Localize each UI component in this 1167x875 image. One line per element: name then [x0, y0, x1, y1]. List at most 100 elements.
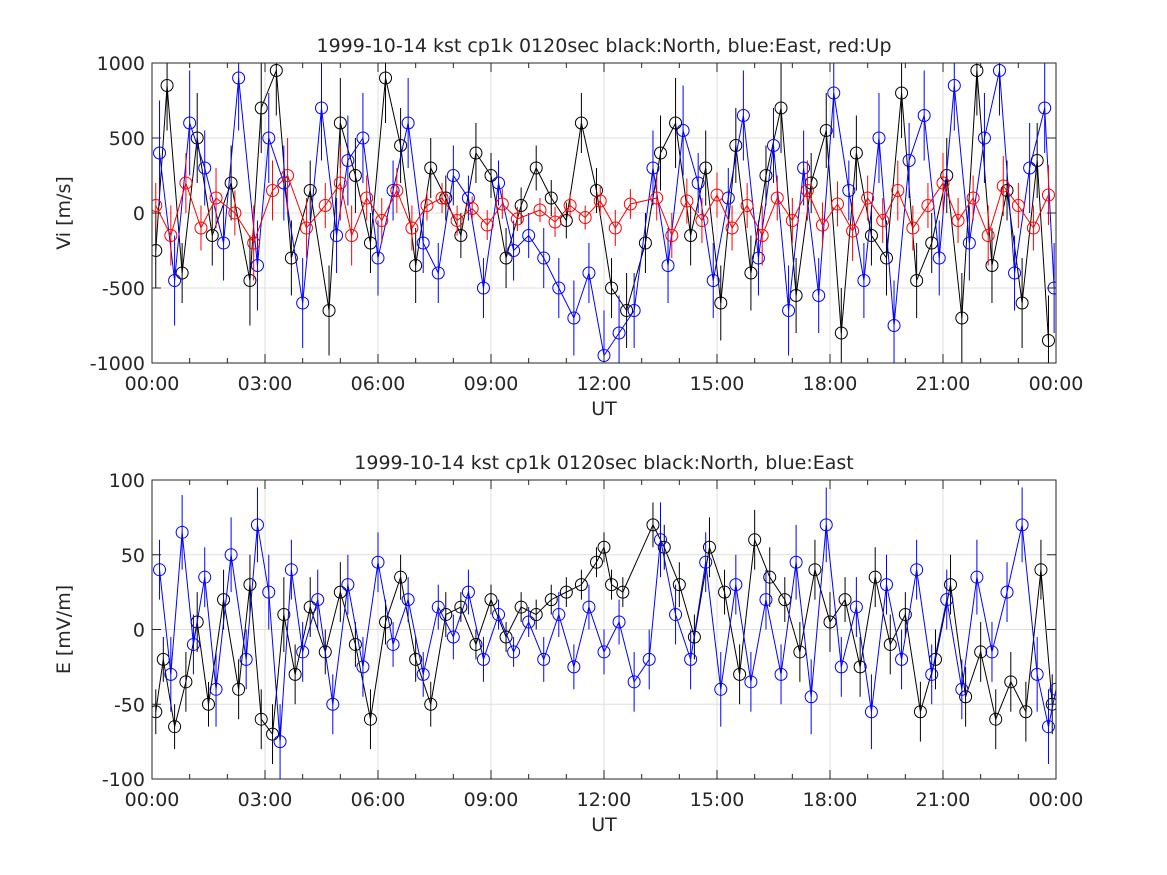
data-point: [861, 191, 875, 205]
data-point: [902, 154, 916, 167]
y-tick-label: -50: [114, 694, 145, 716]
data-point: [977, 131, 991, 145]
data-point: [401, 116, 415, 130]
data-point: [605, 578, 619, 592]
data-point: [254, 101, 268, 115]
data-point: [341, 154, 355, 167]
data-point: [152, 244, 163, 257]
data-point: [439, 608, 453, 622]
data-point: [153, 146, 167, 160]
y-tick-label: -500: [102, 278, 145, 300]
chart-panel-2: 00:00 03:00 06:00 09:00 12:00 15:00 18:00 21:00…: [53, 452, 1083, 836]
data-point: [311, 593, 325, 607]
x-tick-label: 12:00: [577, 373, 632, 395]
data-point: [390, 184, 404, 197]
data-point: [714, 682, 728, 696]
data-point: [702, 540, 716, 554]
y-tick-label: -1000: [90, 353, 145, 375]
data-point: [507, 645, 521, 659]
data-point: [774, 667, 788, 681]
data-point: [284, 563, 298, 577]
data-point: [299, 221, 313, 235]
data-point: [194, 221, 208, 235]
x-tick-label: 12:00: [577, 789, 632, 811]
data-point: [910, 563, 924, 577]
data-point: [751, 251, 765, 265]
data-point: [985, 645, 999, 659]
data-point: [409, 259, 423, 272]
data-point: [597, 540, 611, 554]
data-point: [646, 161, 660, 175]
x-axis-label: UT: [591, 398, 617, 420]
data-point: [360, 191, 374, 205]
data-point: [465, 202, 479, 215]
data-point: [232, 71, 246, 85]
data-point: [152, 705, 163, 719]
data-point: [623, 197, 637, 211]
data-point: [303, 600, 317, 614]
data-point: [654, 533, 667, 547]
x-tick-label: 09:00: [464, 789, 519, 811]
data-point: [250, 259, 264, 272]
data-point: [661, 259, 675, 272]
data-point: [981, 229, 995, 242]
data-point: [514, 600, 528, 614]
x-tick-label: 00:00: [1029, 789, 1084, 811]
data-point: [714, 296, 728, 310]
data-point: [1049, 682, 1056, 696]
data-point: [710, 188, 724, 202]
y-tick-label: 0: [133, 203, 145, 225]
data-point: [740, 199, 754, 212]
x-tick-label: 21:00: [916, 789, 971, 811]
data-point: [898, 608, 912, 622]
data-point: [883, 637, 897, 651]
data-point: [895, 652, 909, 666]
series-3: [152, 138, 1055, 281]
data-point: [959, 690, 973, 704]
data-point: [646, 518, 660, 532]
data-point: [808, 563, 822, 577]
data-point: [785, 214, 799, 227]
data-point: [175, 266, 189, 280]
data-point: [559, 214, 573, 227]
data-point: [514, 199, 528, 212]
data-point: [330, 229, 344, 242]
data-point: [548, 215, 562, 229]
series-layer: [152, 63, 1056, 363]
data-point: [266, 184, 280, 197]
data-point: [842, 184, 856, 197]
data-point: [1030, 667, 1044, 681]
tick-marks: [151, 62, 1057, 364]
data-point: [789, 555, 803, 569]
data-point: [593, 194, 607, 208]
data-point: [371, 251, 385, 265]
data-point: [168, 720, 182, 734]
data-point: [887, 319, 901, 332]
data-point: [273, 735, 287, 749]
data-point: [529, 161, 543, 175]
data-point: [326, 697, 340, 711]
data-point: [736, 109, 750, 122]
data-point: [348, 637, 362, 651]
data-point: [827, 86, 841, 100]
data-point: [669, 608, 683, 622]
data-point: [333, 116, 347, 130]
data-point: [333, 176, 347, 190]
data-point: [782, 304, 796, 317]
data-point: [563, 199, 577, 212]
data-point: [691, 176, 705, 190]
data-point: [815, 218, 829, 232]
data-point: [476, 281, 490, 295]
data-point: [695, 214, 709, 227]
data-point: [567, 660, 581, 674]
series-line: [159, 70, 1055, 357]
data-point: [612, 615, 626, 629]
data-point: [254, 712, 268, 726]
data-point: [247, 236, 261, 250]
y-axis-label: E [mV/m]: [53, 585, 75, 674]
data-point: [386, 637, 400, 651]
data-point: [706, 274, 720, 287]
data-point: [262, 131, 276, 145]
data-point: [880, 578, 893, 592]
y-tick-label: 1000: [97, 53, 145, 75]
